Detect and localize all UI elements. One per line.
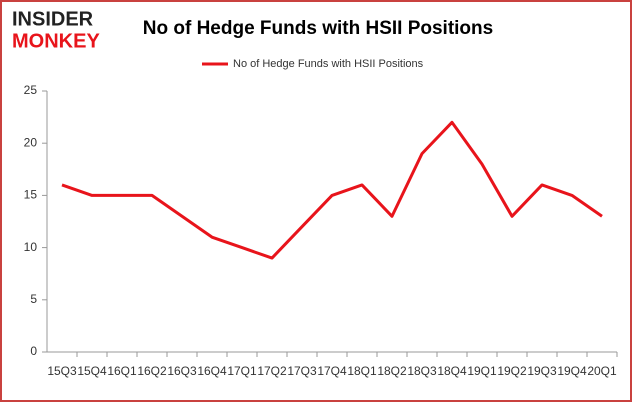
- x-tick-label: 17Q1: [227, 364, 257, 378]
- chart-title: No of Hedge Funds with HSII Positions: [143, 18, 493, 39]
- logo-top: INSIDER: [12, 8, 94, 30]
- x-tick-label: 18Q1: [347, 364, 377, 378]
- x-tick-label: 19Q1: [467, 364, 497, 378]
- x-tick-label: 15Q3: [47, 364, 77, 378]
- x-tick-label: 17Q3: [287, 364, 317, 378]
- x-tick-label: 16Q1: [107, 364, 137, 378]
- x-tick-label: 17Q4: [317, 364, 347, 378]
- line-series: [61, 120, 603, 260]
- x-tick-label: 18Q3: [407, 364, 437, 378]
- logo-bottom: MONKEY: [12, 30, 100, 52]
- x-tick-label: 19Q4: [557, 364, 587, 378]
- y-tick-label: 20: [24, 135, 38, 149]
- y-tick-label: 10: [24, 240, 38, 254]
- x-tick-label: 16Q4: [197, 364, 227, 378]
- y-tick-label: 5: [30, 292, 37, 306]
- x-tick-label: 16Q2: [137, 364, 167, 378]
- y-tick-label: 0: [30, 344, 37, 358]
- x-tick-label: 15Q4: [77, 364, 107, 378]
- x-tick-label: 18Q4: [437, 364, 467, 378]
- x-tick-label: 19Q2: [497, 364, 527, 378]
- y-tick-label: 15: [24, 188, 38, 202]
- x-tick-label: 17Q2: [257, 364, 287, 378]
- x-tick-label: 19Q3: [527, 364, 557, 378]
- x-tick-label: 16Q3: [167, 364, 197, 378]
- x-tick-label: 20Q1: [587, 364, 617, 378]
- legend-label: No of Hedge Funds with HSII Positions: [233, 58, 424, 70]
- x-tick-label: 18Q2: [377, 364, 407, 378]
- y-tick-label: 25: [24, 83, 38, 97]
